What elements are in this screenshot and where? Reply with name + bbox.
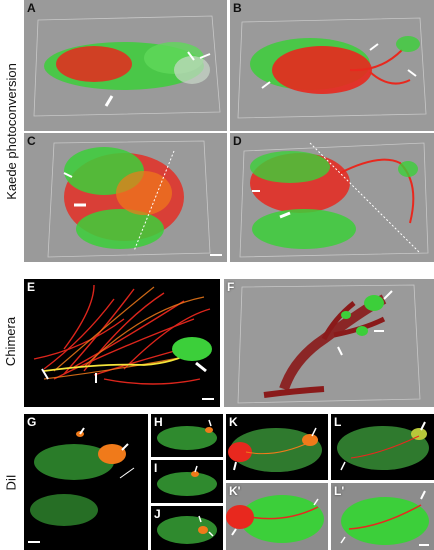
panel-f: F <box>224 279 434 407</box>
panel-k: K <box>226 414 328 480</box>
panel-g: G <box>24 414 148 550</box>
panel-e: E <box>24 279 220 407</box>
panel-c-image <box>47 140 222 258</box>
panel-k-prime: K' <box>226 483 328 550</box>
row-label-dil: DiI <box>3 474 19 490</box>
panel-label-e: E <box>27 280 36 294</box>
panel-b-image <box>237 17 427 119</box>
panel-i: I <box>151 460 223 503</box>
panel-l-image <box>337 421 429 471</box>
row-label-kaede: Kaede photoconversion <box>3 62 19 200</box>
panel-label-b: B <box>233 1 242 15</box>
panel-l-prime: L' <box>331 483 434 550</box>
panel-label-l: L <box>334 415 342 429</box>
row-label-chimera: Chimera <box>3 316 19 366</box>
panel-label-g: G <box>27 415 37 429</box>
panel-a: A <box>24 0 227 131</box>
panel-g-image <box>28 427 135 543</box>
panel-k-image <box>228 427 322 472</box>
panel-b: B <box>230 0 434 131</box>
panel-label-k: K <box>229 415 238 429</box>
panel-i-image <box>157 465 217 496</box>
panel-l-prime-image <box>340 490 429 546</box>
panel-f-image <box>237 284 421 404</box>
panel-h-image <box>157 419 217 450</box>
panel-j-image <box>157 515 217 544</box>
panel-c: C <box>24 133 227 262</box>
panel-label-k-prime: K' <box>229 484 241 498</box>
panel-a-image <box>33 15 221 117</box>
panel-label-c: C <box>27 134 36 148</box>
panel-h: H <box>151 414 223 457</box>
panel-e-image <box>33 284 214 400</box>
panel-label-a: A <box>27 1 36 15</box>
panel-d: D <box>230 133 434 262</box>
panel-l: L <box>331 414 434 480</box>
panel-k-prime-image <box>226 495 324 543</box>
panel-label-d: D <box>233 134 242 148</box>
panel-label-j: J <box>154 507 161 521</box>
panel-j: J <box>151 506 223 550</box>
panel-label-h: H <box>154 415 163 429</box>
panel-label-f: F <box>227 280 235 294</box>
panel-label-l-prime: L' <box>334 484 345 498</box>
panel-d-image <box>239 142 429 258</box>
panel-label-i: I <box>154 461 158 475</box>
